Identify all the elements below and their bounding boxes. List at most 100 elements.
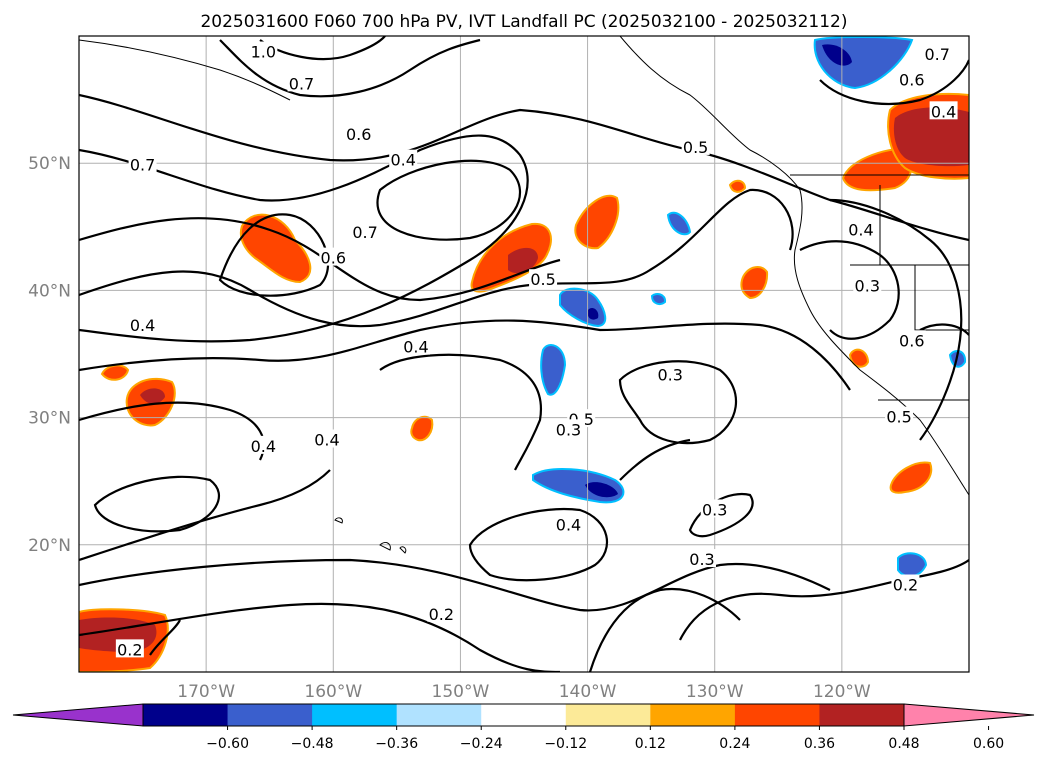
contour-line bbox=[79, 602, 561, 672]
colorbar-tick-label: 0.60 bbox=[973, 736, 1004, 752]
colorbar-segment bbox=[565, 704, 651, 726]
contour-label: 0.5 bbox=[530, 270, 555, 289]
shaded-anomalies bbox=[79, 36, 969, 672]
island bbox=[334, 517, 407, 554]
contour-line bbox=[79, 134, 529, 343]
contour-label-bg bbox=[688, 549, 716, 568]
contour-label-bg bbox=[319, 247, 348, 266]
contour-line bbox=[259, 36, 386, 61]
contour-line bbox=[79, 217, 561, 302]
colorbar-segment bbox=[650, 704, 736, 726]
colorbar-segment bbox=[227, 704, 313, 726]
contour-label-bg bbox=[128, 315, 157, 334]
contour-line bbox=[149, 619, 181, 656]
contour-label-bg bbox=[115, 639, 144, 658]
contour-label-bg bbox=[929, 101, 958, 120]
colorbar-extend-low bbox=[12, 703, 144, 727]
contour-label: 0.7 bbox=[289, 74, 314, 93]
lat-label: 30°N bbox=[28, 409, 71, 429]
contour-line bbox=[79, 188, 794, 328]
lon-label: 160°W bbox=[304, 682, 362, 702]
negative-anomaly bbox=[540, 344, 567, 396]
contour-line bbox=[93, 475, 221, 533]
contour-label: 0.3 bbox=[657, 366, 682, 385]
contour-label-bg bbox=[897, 330, 926, 349]
contour-label-bg bbox=[427, 603, 456, 622]
contour-label-bg bbox=[923, 44, 952, 63]
negative-anomaly bbox=[666, 211, 692, 236]
map-panel: 1.00.70.60.7 0.40.50.70.60.50.40.40.40.30… bbox=[78, 35, 970, 673]
colorbar-segment bbox=[312, 704, 398, 726]
negative-anomaly bbox=[650, 293, 667, 305]
colorbar-tick-label: −0.12 bbox=[544, 736, 587, 752]
lat-label: 40°N bbox=[28, 281, 71, 301]
contour-label: 0.6 bbox=[899, 331, 924, 350]
map-title: 2025031600 F060 700 hPa PV, IVT Landfall… bbox=[200, 12, 847, 32]
contour-label: 0.4 bbox=[251, 437, 276, 456]
gridlines bbox=[79, 36, 969, 672]
contour-line bbox=[218, 213, 330, 297]
contour-label-bg bbox=[351, 222, 380, 241]
latitude-labels: 50°N 40°N 30°N 20°N bbox=[28, 154, 71, 556]
strong-negative-anomaly bbox=[822, 44, 852, 66]
contour-label-bg bbox=[249, 41, 278, 60]
contour-label-bg bbox=[529, 269, 558, 288]
contour-label: 0.4 bbox=[130, 316, 155, 335]
contour-line bbox=[379, 353, 543, 471]
contour-label: 0.6 bbox=[346, 125, 371, 144]
contour-labels: 1.00.70.60.7 0.40.50.70.60.50.40.40.40.30… bbox=[115, 41, 958, 659]
contour-line bbox=[79, 319, 851, 391]
colorbar-tick-label: 0.12 bbox=[635, 736, 666, 752]
contour-label: 0.2 bbox=[117, 640, 142, 659]
contour-label: 0.4 bbox=[556, 516, 581, 535]
contour-label-bg bbox=[344, 124, 373, 143]
strong-positive-anomaly bbox=[140, 388, 165, 404]
contour-label-bg bbox=[401, 336, 430, 355]
colorbar-outline bbox=[142, 703, 905, 727]
lat-label: 50°N bbox=[28, 154, 71, 174]
contour-label: 0.4 bbox=[314, 430, 339, 449]
strong-positive-anomaly bbox=[508, 247, 538, 274]
map-background bbox=[79, 36, 969, 672]
colorbar-tick-label: −0.60 bbox=[206, 736, 249, 752]
colorbar-segment bbox=[143, 704, 229, 726]
contour-label: 0.4 bbox=[403, 338, 428, 357]
contour-label-bg bbox=[554, 514, 583, 533]
colorbar-tick-label: 0.24 bbox=[719, 736, 750, 752]
contour-label: 0.4 bbox=[931, 102, 956, 121]
positive-anomaly bbox=[239, 213, 312, 284]
contour-line bbox=[919, 323, 969, 336]
contour-label-bg bbox=[891, 574, 920, 593]
contour-label: 0.4 bbox=[848, 221, 873, 240]
contour-line bbox=[819, 59, 969, 106]
contour-label: 0.3 bbox=[689, 550, 714, 569]
contour-line bbox=[618, 360, 738, 445]
pv-contours bbox=[79, 36, 969, 672]
contour-label: 0.3 bbox=[556, 420, 581, 439]
contour-label: 0.7 bbox=[130, 156, 155, 175]
colorbar-segment bbox=[819, 704, 905, 726]
contour-label-bg bbox=[128, 154, 157, 173]
map-border bbox=[78, 35, 970, 673]
contour-line bbox=[79, 558, 831, 612]
contour-line bbox=[619, 438, 691, 481]
lon-label: 120°W bbox=[813, 682, 871, 702]
lon-label: 130°W bbox=[686, 682, 744, 702]
colorbar-tick-label: −0.48 bbox=[291, 736, 334, 752]
contour-label: 0.5 bbox=[683, 138, 708, 157]
strong-positive-anomaly bbox=[893, 107, 969, 167]
contour-label-bg bbox=[846, 219, 875, 238]
contour-label-bg bbox=[897, 69, 926, 88]
negative-anomaly bbox=[897, 552, 928, 578]
lat-label: 20°N bbox=[28, 536, 71, 556]
contour-label-bg bbox=[853, 275, 882, 294]
lon-label: 140°W bbox=[559, 682, 617, 702]
contour-label: 0.7 bbox=[924, 45, 949, 64]
contour-label: 0.4 bbox=[390, 151, 415, 170]
positive-anomaly bbox=[574, 195, 620, 250]
positive-anomaly bbox=[728, 179, 747, 193]
longitude-labels: 170°W 160°W 150°W 140°W 130°W 120°W bbox=[177, 682, 871, 702]
colorbar: −0.60 −0.48 −0.36 −0.24 −0.12 0.12 0.24 0.36 0.4… bbox=[12, 703, 1035, 752]
positive-anomaly bbox=[100, 364, 130, 381]
